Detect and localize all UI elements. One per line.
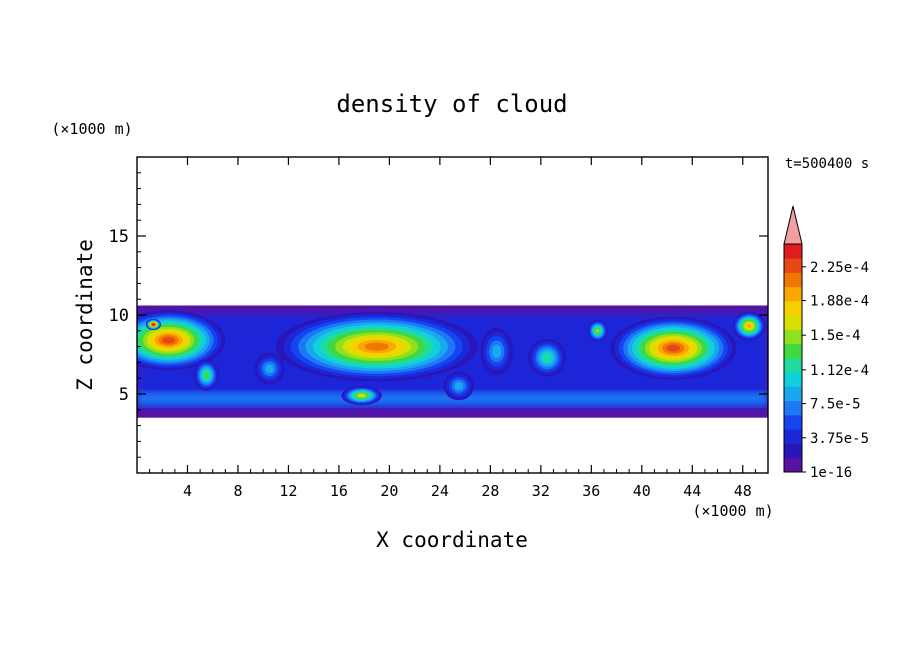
x-tick-label: 44 — [683, 482, 701, 500]
colorbar-segment — [784, 244, 802, 259]
colorbar-segment — [784, 372, 802, 387]
contour-level — [454, 382, 464, 391]
x-tick-label: 8 — [233, 482, 242, 500]
contour-level — [491, 344, 502, 359]
density-blob — [254, 352, 285, 385]
colorbar-label: 1.12e-4 — [810, 363, 869, 379]
density-blob — [137, 310, 226, 371]
colorbar-label: 2.25e-4 — [810, 260, 869, 276]
colorbar-segment — [784, 343, 802, 359]
density-blob — [145, 318, 161, 331]
colorbar-segment — [784, 400, 802, 416]
plot-area — [137, 305, 768, 418]
x-tick-label: 16 — [330, 482, 348, 500]
z-tick-label: 10 — [109, 306, 129, 326]
colorbar-segment — [784, 258, 802, 273]
contour-level — [162, 336, 175, 344]
x-tick-label: 28 — [481, 482, 499, 500]
density-blob — [528, 338, 567, 377]
colorbar-label: 1.5e-4 — [810, 328, 861, 344]
x-tick-label: 40 — [633, 482, 651, 500]
contour-level — [152, 323, 155, 325]
density-blob — [610, 316, 737, 380]
density-blob — [587, 319, 608, 342]
x-tick-label: 20 — [380, 482, 398, 500]
colorbar-segment — [784, 329, 802, 345]
density-blob — [480, 327, 514, 376]
colorbar-segment — [784, 301, 802, 316]
contour-level — [358, 394, 365, 398]
colorbar-label: 3.75e-5 — [810, 431, 869, 447]
z-axis: 5 10 15 — [109, 172, 768, 458]
colorbar-label: 1.88e-4 — [810, 294, 869, 310]
colorbar-frame — [783, 243, 803, 473]
contour-level — [204, 372, 209, 378]
density-blob — [443, 371, 474, 401]
colorbar-segment — [784, 272, 802, 288]
density-blob — [341, 386, 382, 406]
colorbar-segment — [784, 443, 802, 459]
contour-level — [595, 328, 600, 333]
density-blob — [732, 311, 766, 341]
density-blob — [275, 311, 478, 382]
chart-title: density of cloud — [336, 90, 567, 118]
colorbar-label: 7.5e-5 — [810, 397, 861, 413]
colorbar-segment — [784, 415, 802, 430]
colorbar-label: 1e-16 — [810, 465, 852, 481]
contour-level — [746, 324, 752, 328]
colorbar-segment — [784, 358, 802, 373]
colorbar-segment — [784, 457, 802, 473]
x-tick-label: 32 — [532, 482, 550, 500]
colorbar-segment — [784, 286, 802, 302]
x-tick-label: 4 — [183, 482, 192, 500]
z-unit-label: (×1000 m) — [51, 120, 132, 138]
colorbar: 1e-16 3.75e-5 7.5e-5 1.12e-4 1.5e-4 1.88e-4 2.… — [783, 205, 869, 481]
x-axis: 4 8 12 16 20 24 28 32 36 40 44 48 — [149, 157, 756, 500]
colorbar-extend-arrow — [783, 205, 803, 245]
contour-level — [543, 353, 552, 362]
contour-level — [364, 342, 389, 351]
z-tick-label: 5 — [119, 385, 129, 405]
time-label: t=500400 s — [785, 156, 869, 172]
colorbar-segment — [784, 429, 802, 444]
x-axis-label: X coordinate — [376, 528, 528, 552]
cloud-field — [137, 305, 768, 418]
x-tick-label: 24 — [431, 482, 449, 500]
colorbar-segment — [784, 315, 802, 330]
x-tick-label: 12 — [279, 482, 297, 500]
x-unit-label: (×1000 m) — [692, 502, 773, 520]
z-tick-label: 15 — [109, 227, 129, 247]
x-tick-label: 48 — [734, 482, 752, 500]
contour-level — [666, 344, 681, 352]
z-axis-label: Z coordinate — [73, 239, 97, 391]
density-blob — [193, 359, 220, 391]
x-tick-label: 36 — [582, 482, 600, 500]
colorbar-segment — [784, 386, 802, 402]
contour-level — [265, 364, 274, 374]
